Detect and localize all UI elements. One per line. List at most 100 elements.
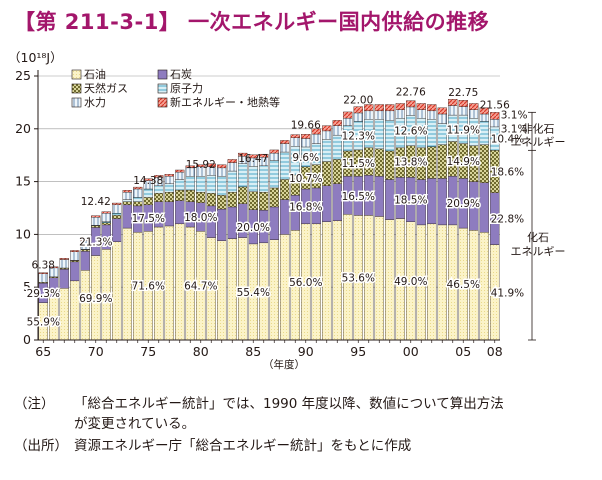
bar-segment-gas — [101, 222, 111, 226]
bar-segment-new — [59, 258, 69, 260]
bar-segment-new — [185, 165, 195, 169]
share-label: 55.4% — [237, 287, 270, 299]
bar-segment-nuclear — [248, 166, 258, 192]
bar-segment-new — [406, 100, 416, 108]
y-tick-label: 20 — [15, 121, 31, 136]
x-tick-label: 08 — [487, 344, 503, 359]
legend-swatch-nuclear — [157, 83, 168, 94]
bar-segment-nuclear — [227, 170, 237, 193]
bar-segment-hydro — [227, 162, 237, 172]
fossil-label-line1: 化石 — [527, 230, 549, 244]
bar-segment-nuclear — [196, 176, 206, 193]
bar-segment-coal — [227, 206, 237, 239]
bar-segment-coal — [164, 201, 174, 227]
bar-segment-oil — [322, 221, 332, 341]
bar-segment-gas — [175, 189, 185, 201]
bar-segment-new — [290, 134, 300, 138]
bar-segment-coal — [385, 179, 395, 220]
x-tick-label: 70 — [88, 344, 104, 359]
bar-segment-new — [175, 169, 185, 173]
bar-segment-oil — [70, 280, 80, 341]
x-tick-label: 80 — [193, 344, 209, 359]
bar-segment-new — [479, 107, 489, 115]
legend-swatch-oil — [71, 69, 82, 80]
bar-segment-gas — [227, 191, 237, 208]
note-1-continuation: が変更されている。 — [74, 416, 196, 432]
y-tick-label: 25 — [15, 68, 31, 83]
bar-segment-new — [49, 266, 59, 269]
bar-segment-coal — [112, 218, 122, 242]
bar-segment-hydro — [290, 137, 300, 147]
x-tick-label: 75 — [140, 344, 156, 359]
bar-segment-coal — [427, 178, 437, 225]
bar-segment-new — [196, 164, 206, 167]
note-2-text: 資源エネルギー庁「総合エネルギー統計」をもとに作成 — [74, 438, 412, 454]
legend-label-oil: 石油 — [84, 67, 106, 81]
bar-segment-new — [374, 104, 384, 112]
bar-segment-new — [364, 104, 374, 112]
bar-segment-gas — [70, 260, 80, 263]
bar-segment-hydro — [374, 110, 384, 120]
share-label: 71.6% — [132, 281, 165, 293]
bar-segment-gas — [112, 215, 122, 219]
y-tick-label: 10 — [15, 226, 31, 241]
bar-segment-new — [227, 159, 237, 163]
bar-segment-gas — [427, 146, 437, 179]
bar-segment-hydro — [101, 213, 111, 222]
bar-segment-oil — [80, 270, 90, 341]
bar-segment-gas — [248, 191, 258, 210]
chart-title: 【第 211-3-1】 一次エネルギー国内供給の推移 — [14, 10, 490, 34]
bar-segment-hydro — [448, 105, 458, 116]
share-label: 10.4% — [491, 134, 524, 146]
legend-label-gas: 天然ガス — [84, 81, 128, 95]
share-label: 18.6% — [491, 167, 524, 179]
bar-segment-coal — [280, 199, 290, 235]
bar-segment-coal — [332, 183, 342, 221]
x-tick-label: 05 — [455, 344, 471, 359]
bar-segment-new — [385, 104, 395, 112]
note-1-text: 「総合エネルギー統計」では、1990 年度以降、数値について算出方法 — [74, 396, 504, 412]
legend-swatch-coal — [157, 69, 168, 80]
share-label: 9.6% — [292, 152, 319, 164]
bar-segment-new — [322, 125, 332, 132]
bar-segment-gas — [332, 159, 342, 184]
bar-segment-oil — [332, 220, 342, 341]
bar-segment-gas — [133, 201, 143, 207]
x-tick-label: 85 — [245, 344, 261, 359]
x-tick-label: 00 — [403, 344, 419, 359]
share-label: 3.1% — [501, 109, 528, 121]
bar-segment-hydro — [301, 138, 311, 148]
bar-segment-gas — [259, 191, 269, 211]
bar-segment-new — [353, 106, 363, 114]
bar-segment-nuclear — [185, 176, 195, 191]
bar-segment-new — [458, 100, 468, 107]
bar-segment-new — [469, 103, 479, 110]
share-label: 69.9% — [79, 293, 112, 305]
bar-segment-nuclear — [479, 121, 489, 145]
bar-segment-hydro — [311, 133, 321, 144]
share-label: 12.6% — [394, 126, 427, 138]
total-label: 12.42 — [81, 196, 111, 208]
bar-segment-oil — [374, 216, 384, 341]
share-label: 22.8% — [491, 214, 524, 226]
bar-segment-new — [437, 107, 447, 115]
x-tick-label: 65 — [35, 344, 51, 359]
share-label: 16.5% — [342, 191, 375, 203]
y-tick-label: 5 — [23, 279, 31, 294]
bar-segment-oil — [164, 225, 174, 341]
bar-segment-hydro — [458, 106, 468, 116]
bar-segment-gas — [322, 161, 332, 186]
bar-segment-gas — [385, 150, 395, 180]
bar-segment-hydro — [269, 152, 279, 161]
bar-segment-nuclear — [217, 176, 227, 196]
bar-segment-hydro — [175, 171, 185, 180]
bar-segment-oil — [385, 219, 395, 341]
bar-segment-nuclear — [175, 179, 185, 191]
bar-segment-gas — [217, 195, 227, 210]
bar-segment-hydro — [437, 113, 447, 124]
bar-segment-hydro — [217, 167, 227, 177]
bar-segment-coal — [80, 251, 90, 271]
share-label: 14.9% — [447, 156, 480, 168]
legend-label-new: 新エネルギー・地熱等 — [170, 95, 280, 109]
